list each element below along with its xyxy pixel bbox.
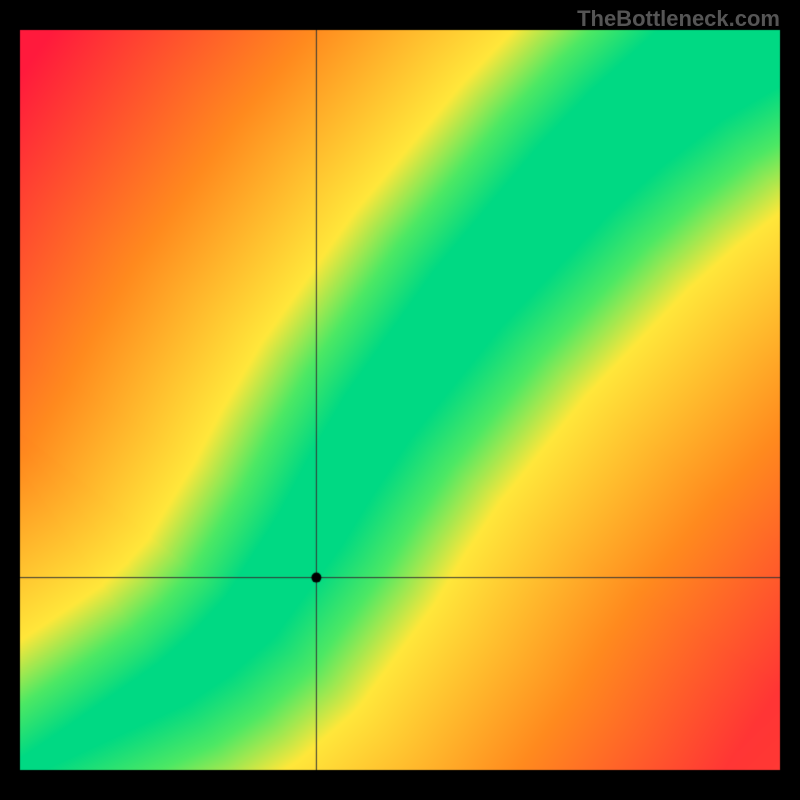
watermark-text: TheBottleneck.com [577, 6, 780, 32]
bottleneck-heatmap [0, 0, 800, 800]
figure-container: TheBottleneck.com [0, 0, 800, 800]
